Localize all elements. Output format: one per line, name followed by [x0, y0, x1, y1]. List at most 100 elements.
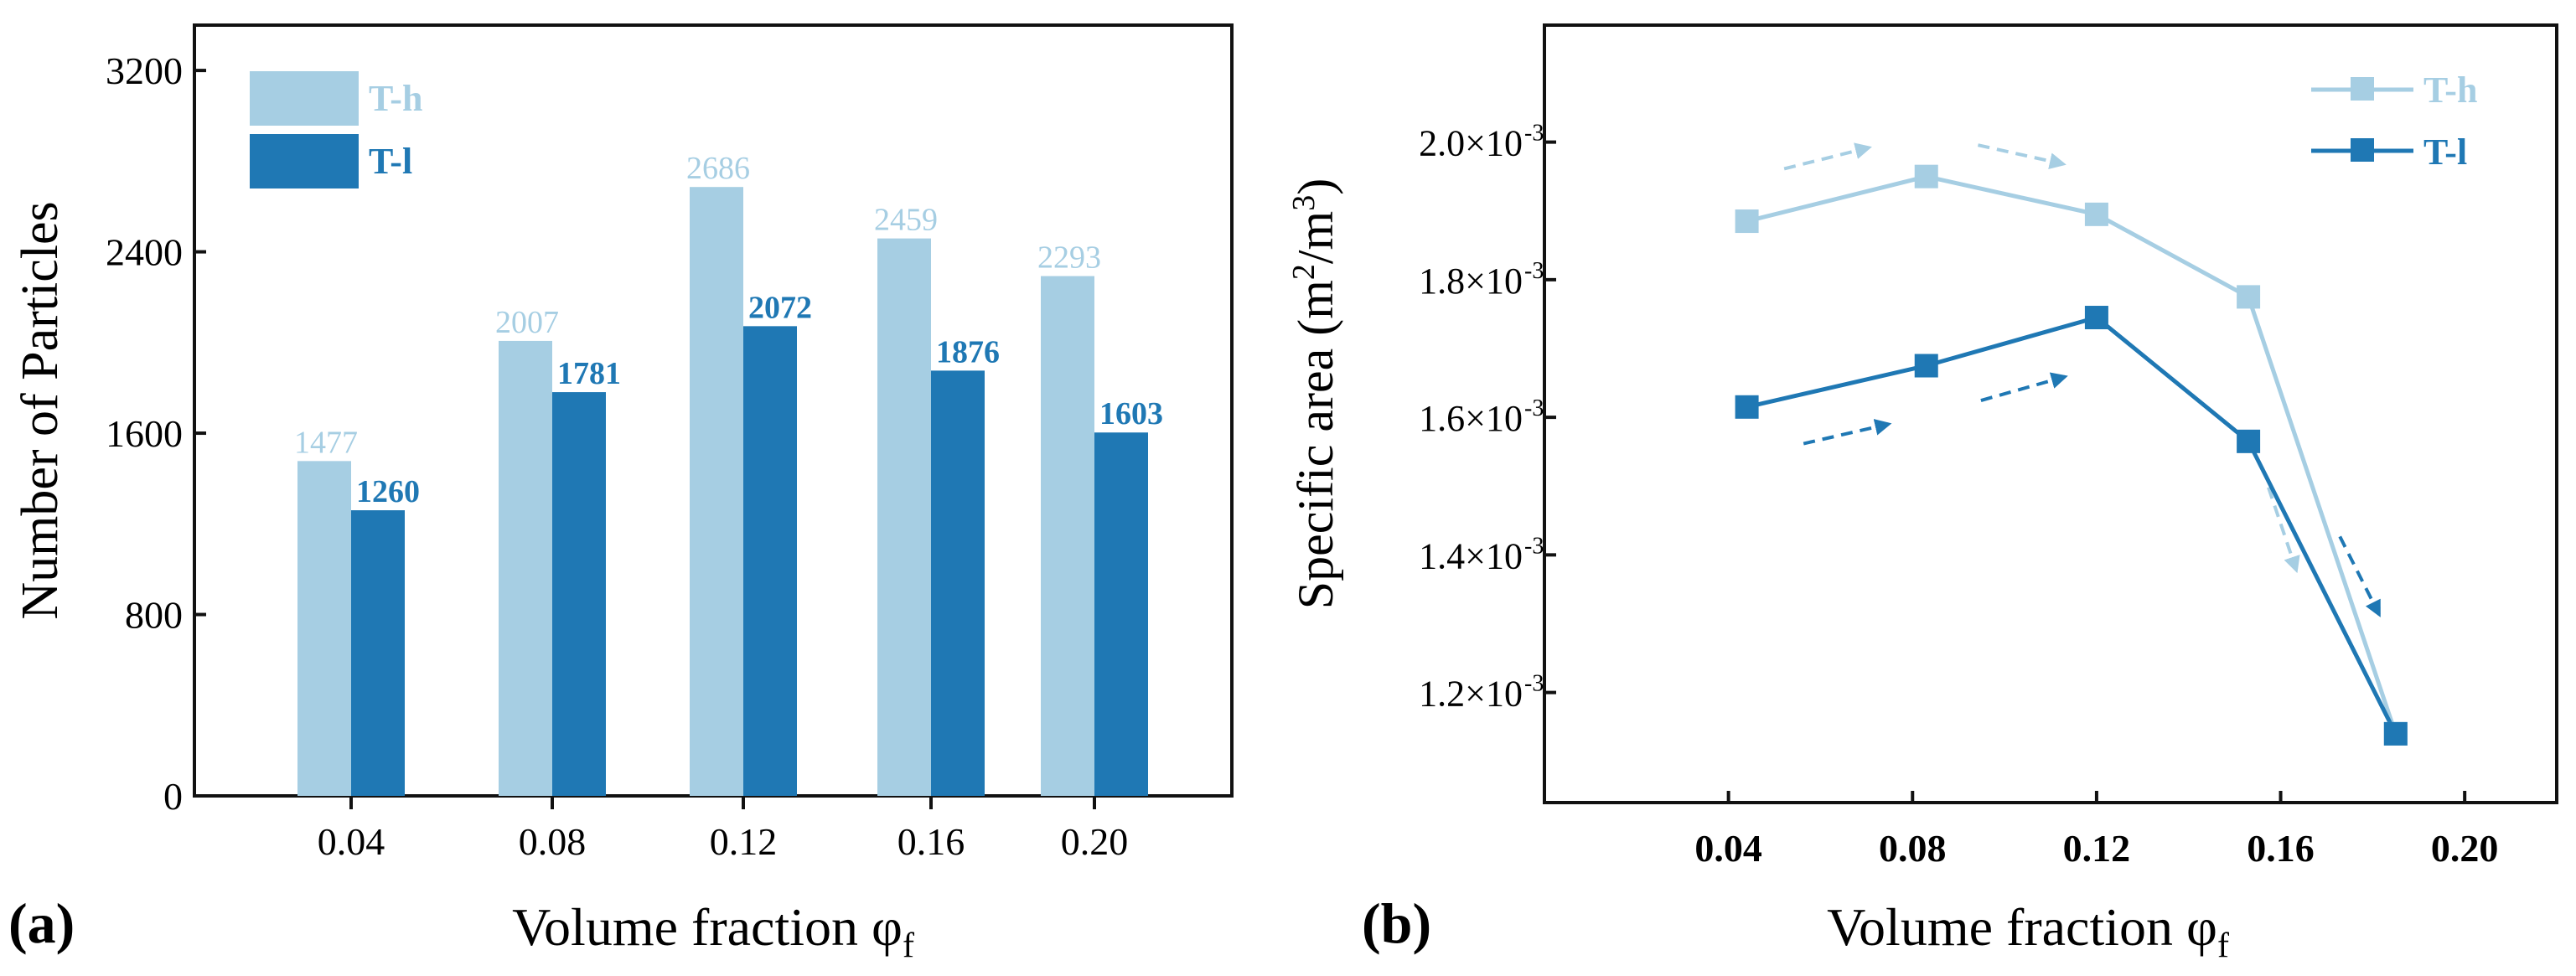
panel-a-y-axis-label: Number of Particles [12, 201, 69, 619]
y-tick-exponent-b-1.2: -3 [1524, 671, 1544, 697]
panel-b-y-label-mid: /m [1288, 211, 1343, 264]
y-tick-label-3200: 3200 [106, 49, 183, 92]
trend-arrow-t-h-1 [1977, 143, 2066, 170]
bar-t-l-0.08 [552, 392, 606, 796]
panel-b-series-points [1735, 164, 2408, 746]
bar-t-h-0.16 [877, 238, 931, 796]
x-tick-label-b-0.16: 0.16 [2247, 827, 2315, 870]
bar-t-h-0.12 [690, 187, 743, 796]
x-tick-label-0.04: 0.04 [318, 820, 385, 863]
panel-b-plot-frame [1543, 23, 2558, 804]
panel-a-x-axis-label-main: Volume fraction φ [512, 897, 903, 957]
panel-b-x-ticks: 0.04 0.08 0.12 0.16 0.20 [1694, 791, 2498, 870]
bar-t-l-0.20 [1094, 432, 1148, 796]
point-t-l-0.044 [1735, 395, 1759, 419]
panel-b-y-label-sup1: 2 [1286, 264, 1322, 280]
y-tick-label-800: 800 [125, 594, 183, 637]
panel-a-x-axis-label: Volume fraction φf [512, 897, 914, 965]
data-label-t-l-0.12: 2072 [748, 290, 812, 325]
legend-swatch-t-l [250, 134, 359, 188]
y-tick-label-2400: 2400 [106, 231, 183, 274]
x-tick-label-0.16: 0.16 [897, 820, 965, 863]
trend-arrow-t-l-0 [1803, 419, 1892, 446]
y-tick-label-b-1.2: 1.2×10 [1419, 674, 1523, 715]
panel-b-x-axis-label: Volume fraction φf [1827, 897, 2229, 965]
data-label-t-l-0.20: 1603 [1099, 396, 1163, 431]
x-tick-label-b-0.04: 0.04 [1694, 827, 1762, 870]
panel-b-y-label-pre: Specific area (m [1288, 280, 1343, 609]
legend-label-t-l-b: T-l [2423, 132, 2467, 173]
panel-b-y-label-post: ) [1288, 178, 1343, 195]
panel-b-legend: T-h T-l [2311, 70, 2477, 173]
data-label-t-h-0.04: 1477 [294, 425, 358, 460]
data-label-t-l-0.04: 1260 [356, 474, 420, 509]
trend-arrow-t-l-1 [1980, 372, 2068, 402]
panel-a-bars [297, 187, 1148, 797]
bar-t-l-0.04 [351, 510, 405, 796]
point-t-l-0.185 [2383, 721, 2408, 746]
data-label-t-h-0.20: 2293 [1037, 240, 1101, 276]
panel-b-y-axis-label: Specific area (m2/m3) [1286, 178, 1343, 609]
bar-t-h-0.08 [499, 340, 552, 796]
panel-b-y-ticks: 1.2×10 -31.4×10 -31.6×10 -31.8×10 -32.0×10 -3 [1419, 121, 1556, 715]
point-t-l-0.083 [1914, 354, 1938, 378]
panel-b-label: (b) [1362, 891, 1431, 955]
data-label-t-l-0.16: 1876 [936, 334, 1000, 369]
y-tick-exponent-b-2: -3 [1524, 121, 1544, 147]
y-tick-label-b-1.4: 1.4×10 [1419, 535, 1523, 576]
panel-b-x-axis-label-main: Volume fraction φ [1827, 897, 2217, 957]
y-tick-exponent-b-1.6: -3 [1524, 395, 1544, 421]
series-line-t-h [1746, 174, 2398, 735]
y-tick-label-1600: 1600 [106, 412, 183, 455]
x-tick-label-b-0.12: 0.12 [2063, 827, 2131, 870]
x-tick-label-0.20: 0.20 [1061, 820, 1129, 863]
data-label-t-h-0.08: 2007 [495, 305, 559, 340]
point-t-h-0.044 [1735, 209, 1759, 234]
series-line-t-l [1746, 315, 2398, 736]
point-t-h-0.083 [1914, 164, 1938, 188]
point-t-l-0.153 [2237, 429, 2261, 453]
panel-a-label: (a) [8, 891, 75, 955]
point-t-h-0.153 [2237, 285, 2261, 309]
bar-t-h-0.20 [1041, 276, 1094, 797]
panel-b-x-axis-label-sub: f [2217, 927, 2229, 965]
legend-marker-t-l [2351, 138, 2374, 162]
panel-a-x-ticks: 0.04 0.08 0.12 0.16 0.20 [318, 796, 1129, 863]
x-tick-label-0.12: 0.12 [710, 820, 778, 863]
x-tick-label-b-0.2: 0.20 [2431, 827, 2499, 870]
panel-a-x-axis-label-sub: f [903, 927, 914, 965]
bar-t-h-0.04 [297, 461, 351, 796]
trend-arrow-t-h-3 [2267, 487, 2300, 574]
trend-arrow-t-l-3 [2338, 535, 2381, 617]
legend-label-t-h: T-h [369, 78, 422, 119]
point-t-l-0.12 [2084, 306, 2108, 330]
panel-a-data-labels: 1477 2007 2686 2459 2293 1260 1781 2072 1876 1603 [294, 151, 1163, 509]
data-label-t-l-0.08: 1781 [557, 356, 621, 391]
y-tick-label-b-2: 2.0×10 [1419, 123, 1523, 164]
y-tick-exponent-b-1.8: -3 [1524, 258, 1544, 284]
y-tick-exponent-b-1.4: -3 [1524, 533, 1544, 559]
y-tick-label-b-1.8: 1.8×10 [1419, 261, 1523, 302]
data-label-t-h-0.12: 2686 [686, 151, 750, 186]
legend-label-t-h-b: T-h [2423, 70, 2477, 111]
panel-a-y-ticks: 0 800 1600 2400 3200 [106, 49, 206, 818]
panel-a-legend: T-h T-l [250, 71, 422, 188]
panel-a-bar-chart: 0 800 1600 2400 3200 0.04 0.08 0.12 0.16 0.20 14… [8, 23, 1234, 965]
point-t-h-0.12 [2084, 202, 2108, 226]
legend-label-t-l: T-l [369, 141, 412, 182]
y-tick-label-b-1.6: 1.6×10 [1419, 398, 1523, 439]
x-tick-label-b-0.08: 0.08 [1879, 827, 1947, 870]
y-tick-label-0: 0 [163, 775, 183, 818]
data-label-t-h-0.16: 2459 [874, 203, 938, 238]
panel-b-series-lines [1746, 174, 2398, 736]
panel-b-trend-arrows [1783, 142, 2381, 617]
legend-swatch-t-h [250, 71, 359, 126]
bar-t-l-0.16 [931, 370, 985, 796]
panel-b-y-label-sup2: 3 [1286, 195, 1322, 211]
legend-marker-t-h [2351, 77, 2374, 101]
bar-t-l-0.12 [743, 326, 797, 796]
panel-b-line-chart: 1.2×10 -31.4×10 -31.6×10 -31.8×10 -32.0×10 -3… [1286, 23, 2558, 965]
x-tick-label-0.08: 0.08 [519, 820, 587, 863]
trend-arrow-t-h-0 [1783, 142, 1872, 171]
